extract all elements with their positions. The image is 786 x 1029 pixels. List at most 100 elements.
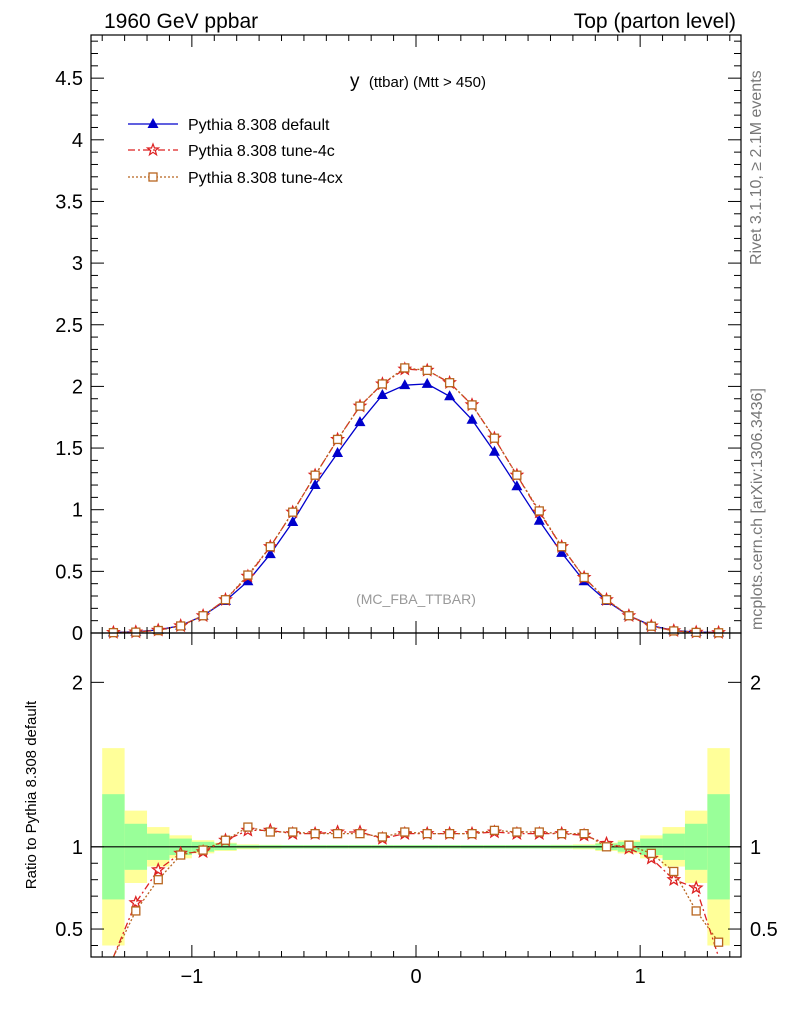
ratio-point	[579, 828, 589, 839]
y-tick-label: 0.5	[55, 561, 83, 583]
ratio-line-star	[112, 829, 720, 958]
y-tick-label: 1.5	[55, 438, 83, 460]
ratio-point	[688, 880, 704, 895]
ratio-point	[444, 828, 455, 839]
data-point	[556, 546, 568, 557]
title-main: y	[350, 71, 360, 92]
mcplots-label: mcplots.cern.ch [arXiv:1306.3436]	[749, 388, 766, 630]
data-point	[444, 378, 455, 388]
ratio-y-tick-label-left: 1	[72, 837, 83, 859]
data-point	[243, 570, 253, 580]
ratio-panel-frame	[90, 632, 742, 958]
data-point	[512, 470, 522, 480]
data-point	[601, 595, 612, 605]
ratio-y-tick-label-right: 1	[750, 837, 761, 859]
ratio-point	[176, 850, 186, 860]
x-tick-label: −1	[180, 966, 203, 988]
ratio-point	[646, 848, 656, 859]
data-point	[288, 507, 298, 517]
y-tick-label: 2	[72, 376, 83, 398]
data-point	[264, 548, 276, 559]
ratio-point	[489, 825, 500, 836]
data-point	[309, 479, 321, 490]
ratio-point	[150, 862, 166, 877]
energy-label: 1960 GeV ppbar	[104, 10, 258, 33]
y-tick-label: 3.5	[55, 191, 83, 213]
data-point	[355, 401, 365, 411]
y-tick-label: 1	[72, 500, 83, 522]
svg-text:y (ttbar) (Mtt > 450): y (ttbar) (Mtt > 450)	[350, 71, 486, 92]
ratio-point	[669, 866, 679, 877]
data-point	[376, 389, 388, 400]
ratio-y-tick-label-right: 0.5	[750, 919, 778, 941]
ratio-point	[713, 937, 724, 947]
data-point	[444, 390, 456, 401]
legend-label-tune-4c: Pythia 8.308 tune-4c	[188, 143, 335, 160]
data-point	[400, 363, 410, 373]
data-point	[287, 516, 299, 527]
ratio-point	[512, 827, 522, 837]
data-point	[131, 627, 141, 637]
ratio-y-tick-label-right: 2	[750, 672, 761, 694]
data-point	[422, 365, 432, 376]
ratio-point	[601, 842, 612, 852]
legend-entry-tune-4cx: Pythia 8.308 tune-4cx	[128, 170, 343, 187]
ratio-point	[198, 845, 208, 855]
star-marker-icon	[145, 142, 161, 157]
ratio-point	[666, 871, 682, 887]
data-point	[421, 377, 433, 388]
ratio-y-tick-label-left: 2	[72, 672, 83, 694]
y-tick-label: 3	[72, 253, 83, 275]
ratio-point	[153, 875, 163, 885]
square-marker-icon	[148, 172, 158, 182]
y-tick-label: 4	[72, 130, 83, 152]
data-point	[489, 433, 500, 443]
legend: Pythia 8.308 default Pythia 8.308 tune-4…	[128, 117, 343, 187]
data-point	[332, 434, 343, 445]
data-point	[691, 627, 701, 638]
ratio-point	[128, 894, 144, 910]
ratio-bands	[91, 748, 741, 946]
chart-marks	[106, 361, 726, 958]
data-point	[153, 625, 163, 636]
ratio-point	[243, 822, 253, 832]
data-point	[511, 480, 523, 491]
ratio-point	[534, 827, 544, 837]
ratio-point	[288, 827, 298, 837]
ratio-point	[400, 827, 410, 837]
ratio-point	[467, 828, 477, 839]
data-point	[466, 413, 478, 424]
legend-label-default: Pythia 8.308 default	[188, 117, 330, 134]
data-point	[198, 611, 208, 621]
x-tick-label: 1	[635, 966, 646, 988]
y-tick-label: 0	[72, 623, 83, 645]
data-point	[377, 379, 388, 389]
ratio-point	[377, 832, 388, 842]
ratio-point	[557, 828, 567, 839]
legend-entry-default: Pythia 8.308 default	[128, 117, 330, 134]
data-point	[579, 572, 589, 583]
ratio-y-tick-label-left: 0.5	[55, 919, 83, 941]
data-point	[220, 595, 231, 605]
ratio-ylabel: Ratio to Pythia 8.308 default	[23, 700, 40, 889]
ratio-point	[355, 828, 365, 839]
legend-label-tune-4cx: Pythia 8.308 tune-4cx	[188, 170, 343, 187]
watermark: (MC_FBA_TTBAR)	[356, 591, 476, 607]
data-point	[557, 542, 567, 552]
data-point	[176, 621, 186, 631]
legend-entry-tune-4c: Pythia 8.308 tune-4c	[128, 142, 335, 160]
data-point	[624, 611, 634, 621]
ratio-point	[332, 828, 343, 839]
data-point	[467, 400, 477, 410]
ratio-point	[131, 906, 141, 916]
data-point	[242, 575, 254, 586]
ratio-point	[691, 906, 701, 916]
axes: −1 0 1 0 0.5 1 1.5 2 2.5 3 3.5 4 4.5 0.5 0.5 1 1 2 2	[55, 34, 778, 988]
x-tick-label: 0	[410, 966, 421, 988]
data-point	[646, 621, 656, 631]
data-point	[669, 626, 679, 636]
data-point	[310, 470, 320, 480]
ratio-point	[310, 828, 320, 839]
ratio-point	[220, 835, 231, 845]
